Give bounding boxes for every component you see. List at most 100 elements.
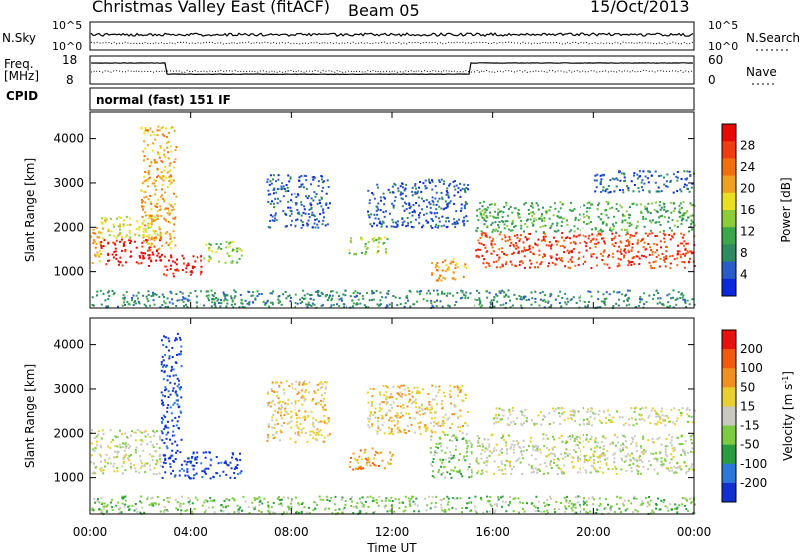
power-cell <box>677 171 679 173</box>
power-cell <box>533 218 535 220</box>
velocity-cell <box>419 410 421 412</box>
velocity-cell <box>281 505 283 507</box>
velocity-cell <box>523 440 525 442</box>
velocity-cell <box>632 463 634 465</box>
power-cell <box>325 224 327 226</box>
velocity-cell <box>328 508 330 510</box>
power-cell <box>638 187 640 189</box>
velocity-cell <box>176 339 178 341</box>
power-cell <box>489 236 491 238</box>
velocity-cell <box>177 450 179 452</box>
velocity-cell <box>278 503 280 505</box>
power-cell <box>364 253 366 255</box>
velocity-cell <box>428 496 430 498</box>
velocity-cell <box>350 457 352 459</box>
power-cell <box>145 127 147 129</box>
velocity-cell <box>404 389 406 391</box>
velocity-cell <box>431 465 433 467</box>
velocity-cell <box>132 505 134 507</box>
power-cell <box>566 303 568 305</box>
power-cell <box>604 250 606 252</box>
velocity-cell <box>239 453 241 455</box>
power-cell <box>566 298 568 300</box>
power-cell <box>617 250 619 252</box>
power-cell <box>96 227 98 229</box>
velocity-cell <box>528 445 530 447</box>
power-cell <box>295 225 297 227</box>
velocity-cell <box>535 467 537 469</box>
power-cell <box>211 290 213 292</box>
velocity-cell <box>426 504 428 506</box>
power-cell <box>148 173 150 175</box>
power-cell <box>604 243 606 245</box>
power-cell <box>691 187 693 189</box>
power-cell <box>498 248 500 250</box>
velocity-cell <box>449 393 451 395</box>
velocity-cell <box>280 408 282 410</box>
velocity-cell <box>309 434 311 436</box>
power-cell <box>509 245 511 247</box>
velocity-cell <box>121 511 123 513</box>
velocity-cell <box>628 500 630 502</box>
velocity-cell <box>535 506 537 508</box>
power-cell <box>452 223 454 225</box>
power-cell <box>312 179 314 181</box>
velocity-cell <box>232 453 234 455</box>
power-cell <box>519 238 521 240</box>
velocity-cell <box>679 443 681 445</box>
power-cell <box>484 247 486 249</box>
power-cell <box>147 214 149 216</box>
velocity-cell <box>599 457 601 459</box>
power-cell <box>143 176 145 178</box>
power-cell <box>495 294 497 296</box>
velocity-cell <box>594 439 596 441</box>
velocity-cell <box>656 413 658 415</box>
velocity-cell <box>481 443 483 445</box>
power-cell <box>691 204 693 206</box>
velocity-cell <box>357 462 359 464</box>
velocity-cell <box>281 405 283 407</box>
power-cell <box>691 229 693 231</box>
power-cell <box>269 220 271 222</box>
power-cell <box>430 300 432 302</box>
power-cell <box>665 255 667 257</box>
velocity-cell <box>393 402 395 404</box>
power-cell <box>351 300 353 302</box>
power-cell <box>432 201 434 203</box>
power-cell <box>157 234 159 236</box>
velocity-cell <box>298 384 300 386</box>
power-cell <box>308 220 310 222</box>
power-cell <box>587 202 589 204</box>
velocity-cell <box>147 434 149 436</box>
power-colorbar-swatch <box>722 227 736 245</box>
velocity-cell <box>433 476 435 478</box>
power-cell <box>586 223 588 225</box>
velocity-cell <box>583 419 585 421</box>
power-cell <box>431 189 433 191</box>
power-cell <box>609 208 611 210</box>
velocity-cell <box>546 465 548 467</box>
velocity-cell <box>149 465 151 467</box>
power-cell <box>496 254 498 256</box>
power-cell <box>407 300 409 302</box>
velocity-cell <box>651 410 653 412</box>
velocity-cell <box>493 423 495 425</box>
velocity-cell <box>690 435 692 437</box>
power-cell <box>160 208 162 210</box>
power-cell <box>174 217 176 219</box>
velocity-cell <box>622 447 624 449</box>
velocity-cell <box>391 506 393 508</box>
power-cell <box>171 126 173 128</box>
power-cell <box>688 261 690 263</box>
velocity-cell <box>139 455 141 457</box>
power-cell <box>157 199 159 201</box>
velocity-cell <box>513 452 515 454</box>
velocity-cell <box>441 509 443 511</box>
power-cell <box>618 305 620 307</box>
power-cell <box>380 238 382 240</box>
power-cell <box>515 248 517 250</box>
velocity-cell <box>487 439 489 441</box>
velocity-cell <box>443 510 445 512</box>
power-cell <box>465 295 467 297</box>
power-cell <box>568 267 570 269</box>
